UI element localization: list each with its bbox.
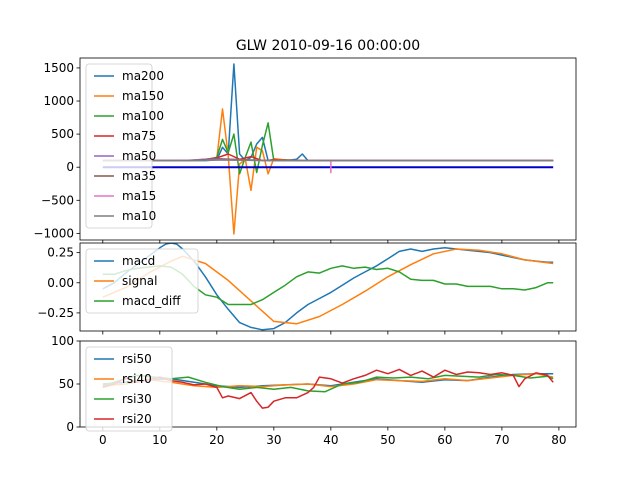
- panel-3: 100 50 0 0 10 20 30 40 50 60 70 80 rsi50 rsi40 rsi30 rs…: [51, 334, 577, 447]
- series-line-ma10: [102, 159, 554, 162]
- legend-label: rsi30: [122, 392, 152, 406]
- plot-area: [102, 63, 554, 235]
- axes-frame: [79, 57, 577, 241]
- x-tick-label: 0: [99, 433, 107, 447]
- x-tick-label: 80: [551, 433, 566, 447]
- y-tick-label: −1000: [33, 226, 74, 240]
- axes-frame: [79, 242, 577, 332]
- legend-label: ma10: [122, 209, 156, 223]
- y-tick-label: 0.25: [47, 246, 74, 260]
- y-tick-label: 0: [66, 420, 74, 434]
- y-tick-label: 1000: [43, 94, 74, 108]
- series-line-ma150: [102, 108, 554, 235]
- series-line-rsi30: [102, 373, 554, 393]
- y-tick-label: 50: [59, 377, 74, 391]
- panel-1: 1500 1000 500 0 −500 −1000 ma200 ma150 ma100 ma75…: [33, 57, 577, 244]
- legend-label: ma50: [122, 149, 156, 163]
- y-tick-label: 0.00: [47, 276, 74, 290]
- x-tick-label: 70: [494, 433, 509, 447]
- chart-title: GLW 2010-09-16 00:00:00: [236, 38, 420, 54]
- y-tick-label: 1500: [43, 61, 74, 75]
- series-line-rsi20: [102, 368, 554, 409]
- series-line-ma75: [102, 153, 554, 162]
- y-tick-label: −500: [41, 193, 74, 207]
- series-line-ma200: [102, 63, 554, 162]
- legend-label: ma75: [122, 129, 156, 143]
- y-tick-label: 0: [66, 160, 74, 174]
- legend: [85, 63, 153, 229]
- series-line-ma100: [102, 122, 554, 175]
- x-tick-label: 20: [209, 433, 224, 447]
- x-tick-label: 40: [323, 433, 338, 447]
- x-tick-label: 30: [266, 433, 281, 447]
- series-line-macd: [102, 243, 554, 331]
- legend-label: signal: [122, 274, 158, 288]
- legend-label: ma35: [122, 169, 156, 183]
- legend-label: rsi20: [122, 412, 152, 426]
- legend-label: rsi40: [122, 372, 152, 386]
- plot-area: [102, 368, 554, 409]
- x-tick-label: 10: [152, 433, 167, 447]
- x-tick-label: 50: [380, 433, 395, 447]
- y-tick-label: 500: [51, 127, 74, 141]
- x-tick-label: 60: [437, 433, 452, 447]
- legend-label: ma200: [122, 69, 164, 83]
- legend: [85, 346, 173, 432]
- y-tick-label: −0.25: [37, 306, 74, 320]
- legend-label: ma100: [122, 109, 164, 123]
- legend: [85, 248, 199, 314]
- legend-label: ma150: [122, 89, 164, 103]
- legend-label: ma15: [122, 189, 156, 203]
- panel-2: 0.25 0.00 −0.25 macd signal macd_diff: [37, 242, 577, 335]
- legend-label: rsi50: [122, 352, 152, 366]
- series-line-rsi40: [102, 372, 554, 389]
- legend-label: macd_diff: [122, 294, 181, 308]
- y-tick-label: 100: [51, 334, 74, 348]
- legend-label: macd: [122, 254, 155, 268]
